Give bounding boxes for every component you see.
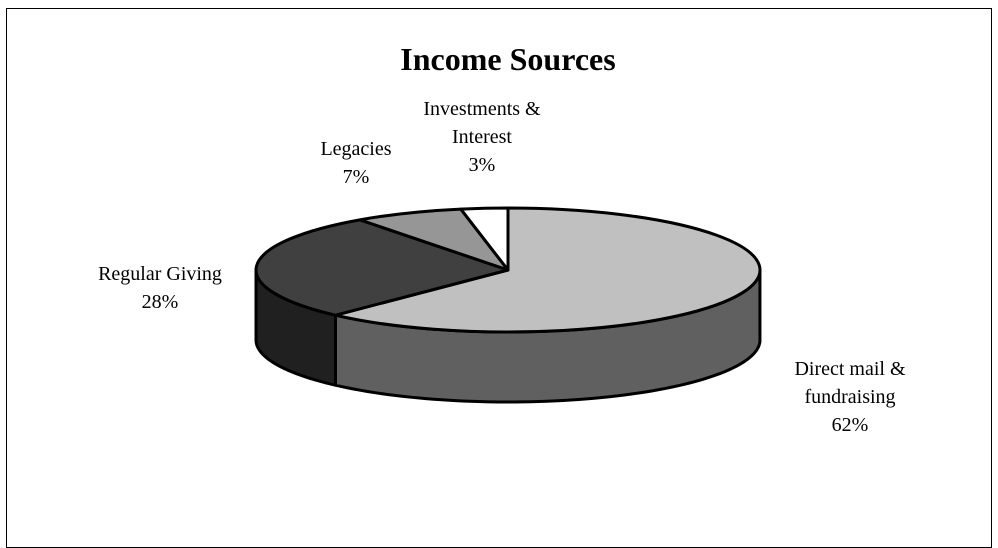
pie-chart: Income Sources Direct mail & fundraising 6… xyxy=(98,41,906,436)
data-label-regular-giving: Regular Giving 28% xyxy=(98,263,222,313)
pie-tops xyxy=(254,206,762,334)
slice-labels: Direct mail & fundraising 62% Regular Givin… xyxy=(98,98,906,436)
pie-slice-regular-giving xyxy=(254,218,510,317)
data-label-direct-mail-and-fundraising: Direct mail & fundraising 62% xyxy=(794,358,906,436)
chart-title: Income Sources xyxy=(400,41,615,77)
pie-slice-investments-and-interest xyxy=(459,206,510,272)
data-label-investments-and-interest: Investments & Interest 3% xyxy=(423,98,541,176)
data-label-legacies: Legacies 7% xyxy=(320,138,391,188)
pie-slice-direct-mail-and-fundraising xyxy=(333,206,762,334)
